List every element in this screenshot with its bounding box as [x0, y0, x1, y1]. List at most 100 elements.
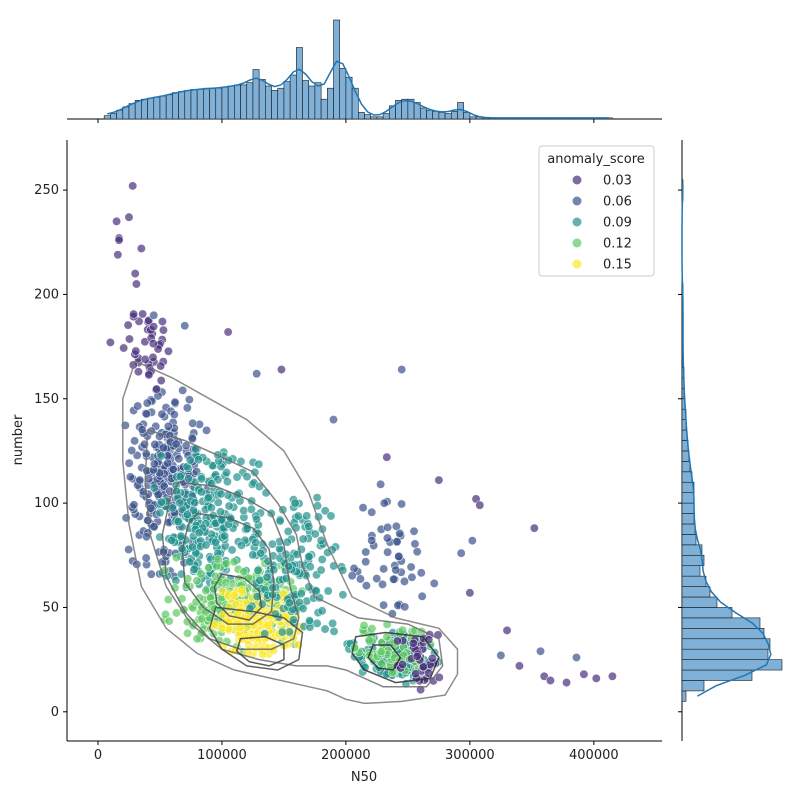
scatter-point	[323, 586, 333, 596]
scatter-point	[392, 537, 402, 547]
scatter-point	[328, 618, 338, 628]
scatter-point	[591, 673, 601, 683]
x-marginal-bar	[141, 98, 148, 120]
scatter-point	[164, 616, 174, 626]
x-marginal-histogram	[67, 19, 662, 123]
scatter-point	[158, 443, 168, 453]
scatter-point	[397, 365, 407, 375]
scatter-point	[173, 517, 183, 527]
scatter-point	[379, 498, 389, 508]
x-marginal-bar	[283, 81, 291, 120]
legend-label: 0.12	[603, 237, 632, 252]
y-tick-label: 250	[34, 183, 59, 198]
scatter-point	[252, 369, 262, 379]
scatter-point	[129, 309, 139, 319]
scatter-point	[329, 626, 339, 636]
scatter-point	[222, 477, 232, 487]
legend-marker	[572, 196, 582, 206]
scatter-point	[253, 566, 263, 576]
kde-contour-line	[235, 635, 285, 667]
kde-contour-line	[181, 512, 275, 625]
kde-contour-line	[213, 573, 263, 621]
x-marginal-bar	[227, 85, 235, 120]
scatter-point	[377, 659, 387, 669]
scatter-point	[416, 568, 426, 578]
scatter-point	[399, 576, 409, 586]
x-marginal-bar	[302, 80, 310, 120]
scatter-point	[167, 503, 177, 513]
scatter-point	[114, 235, 124, 245]
legend-marker	[572, 175, 582, 185]
scatter-point	[382, 533, 392, 543]
y-marginal-bar	[681, 565, 701, 577]
scatter-point	[317, 555, 327, 565]
y-marginal-bar	[681, 523, 696, 535]
scatter-point	[142, 409, 152, 419]
scatter-point	[183, 574, 193, 584]
y-marginal-bar	[681, 638, 771, 650]
scatter-point	[502, 625, 512, 635]
x-marginal-bar	[134, 100, 142, 120]
scatter-point	[361, 547, 371, 557]
x-marginal-bar	[234, 84, 241, 120]
scatter-point	[296, 589, 306, 599]
scatter-point	[189, 564, 199, 574]
y-marginal-histogram	[678, 140, 783, 741]
scatter-point	[149, 522, 159, 532]
scatter-point	[149, 310, 159, 320]
scatter-point	[379, 600, 389, 610]
scatter-point	[235, 623, 245, 633]
kde-contour-line	[144, 429, 444, 688]
scatter-point	[227, 545, 237, 555]
y-marginal-bar	[681, 617, 761, 629]
scatter-point	[607, 671, 617, 681]
x-marginal-bar	[320, 98, 328, 120]
scatter-point	[394, 552, 404, 562]
scatter-point	[465, 588, 475, 598]
x-marginal-bar	[289, 74, 297, 120]
scatter-point	[407, 572, 417, 582]
scatter-point	[156, 376, 166, 386]
y-marginal-bar	[681, 648, 769, 660]
scatter-point	[105, 337, 115, 347]
y-tick-label: 50	[42, 600, 59, 615]
scatter-point	[192, 576, 202, 586]
scatter-point	[125, 472, 135, 482]
legend-box	[538, 145, 655, 277]
y-marginal-bar	[681, 690, 687, 702]
scatter-point	[304, 521, 314, 531]
scatter-point	[152, 384, 162, 394]
scatter-point	[475, 500, 485, 510]
scatter-point	[298, 604, 308, 614]
scatter-point	[383, 522, 393, 532]
x-marginal-bar	[438, 112, 446, 120]
scatter-point	[263, 621, 273, 631]
x-marginal-bar	[190, 89, 198, 120]
scatter-point	[112, 216, 122, 226]
kde-contour-line	[208, 606, 304, 671]
scatter-point	[256, 548, 266, 558]
x-axis-label: N50	[351, 770, 377, 785]
scatter-point	[232, 472, 242, 482]
scatter-point	[250, 467, 260, 477]
scatter-point	[157, 409, 167, 419]
scatter-point	[358, 503, 368, 513]
scatter-point	[159, 481, 169, 491]
scatter-point	[131, 346, 141, 356]
scatter-point	[391, 565, 401, 575]
x-marginal-bar	[165, 94, 173, 120]
scatter-point	[254, 459, 264, 469]
scatter-point	[260, 629, 270, 639]
scatter-point	[209, 584, 219, 594]
y-tick-label: 100	[34, 496, 59, 511]
scatter-point	[182, 510, 192, 520]
scatter-point	[224, 602, 234, 612]
scatter-point	[156, 361, 166, 371]
scatter-point	[269, 565, 279, 575]
scatter-point	[417, 591, 427, 601]
scatter-point	[434, 475, 444, 485]
scatter-point	[412, 547, 422, 557]
scatter-point	[196, 569, 206, 579]
scatter-point	[156, 451, 166, 461]
